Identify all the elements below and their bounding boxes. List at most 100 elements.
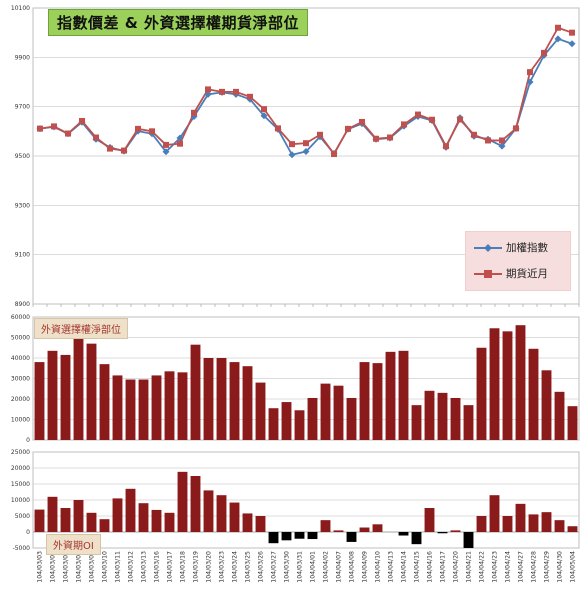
- x-axis-date-label: 104/04/10: [375, 551, 382, 583]
- net-position-bar: [216, 358, 227, 440]
- net-position-bar: [177, 372, 188, 440]
- oi-bar: [372, 524, 383, 532]
- futures-point: [569, 29, 575, 36]
- net-position-bar: [489, 328, 500, 440]
- x-axis-date-label: 104/04/17: [440, 551, 447, 583]
- futures-point: [527, 69, 533, 76]
- oi-bar: [437, 532, 448, 534]
- net-position-bar: [99, 364, 110, 440]
- x-axis-date-label: 104/03/27: [271, 551, 278, 583]
- net-position-bar: [437, 392, 448, 440]
- x-axis-date-label: 104/03/11: [115, 551, 122, 583]
- oi-bar: [489, 495, 500, 532]
- x-axis-date-label: 104/03/23: [219, 551, 226, 583]
- net-position-bar: [476, 347, 487, 440]
- x-axis-date-label: 104/03/24: [232, 551, 239, 583]
- oi-bar: [476, 516, 487, 532]
- futures-point: [275, 125, 281, 132]
- x-axis-date-label: 104/03/09: [89, 551, 96, 583]
- net-position-bar: [541, 370, 552, 440]
- x-axis-date-label: 104/04/01: [310, 551, 317, 583]
- oi-bar: [411, 532, 422, 545]
- net-position-bar: [307, 397, 318, 440]
- futures-point: [205, 86, 211, 93]
- oi-bar: [203, 490, 214, 532]
- oi-bar: [398, 532, 409, 536]
- x-axis-date-label: 104/03/30: [284, 551, 291, 583]
- index-point: [554, 35, 562, 43]
- futures-point: [303, 140, 309, 147]
- x-axis-date-label: 104/05/04: [570, 551, 577, 583]
- line-y-tick-label: 9900: [15, 54, 30, 61]
- net-position-bar: [528, 348, 539, 440]
- futures-point: [121, 147, 127, 154]
- net-position-bar: [359, 362, 370, 440]
- index-point: [498, 142, 506, 150]
- net-position-bar: [333, 385, 344, 440]
- futures-point: [247, 93, 253, 100]
- net-position-bar: [164, 371, 175, 440]
- net-position-bar: [190, 344, 201, 440]
- net-position-bar: [138, 379, 149, 440]
- x-axis-date-label: 104/04/14: [401, 551, 408, 583]
- x-axis-date-label: 104/03/16: [154, 551, 161, 583]
- oi-bar: [359, 527, 370, 532]
- oi-bar: [515, 503, 526, 532]
- x-axis-date-label: 104/04/21: [466, 551, 473, 583]
- futures-point: [373, 135, 379, 142]
- oi-bar: [255, 516, 266, 532]
- futures-point: [107, 145, 113, 152]
- futures-point: [65, 130, 71, 137]
- x-axis-date-label: 104/03/05: [63, 551, 70, 583]
- net-y-tick-label: 50000: [11, 335, 30, 342]
- net-position-bar: [398, 350, 409, 440]
- futures-point: [93, 134, 99, 141]
- net-position-bar: [567, 406, 578, 440]
- x-axis-date-label: 104/03/03: [37, 551, 44, 583]
- oi-bar: [424, 508, 435, 532]
- oi-y-tick-label: 0: [26, 529, 30, 536]
- oi-bar: [541, 512, 552, 532]
- x-axis-date-label: 104/04/15: [414, 551, 421, 583]
- net-position-bar: [346, 397, 357, 440]
- oi-bar: [242, 513, 253, 532]
- oi-y-tick-label: 20000: [11, 465, 30, 472]
- oi-y-tick-label: 15000: [11, 481, 30, 488]
- futures-point: [37, 125, 43, 132]
- net-position-bar: [463, 405, 474, 440]
- futures-point: [429, 116, 435, 123]
- oi-bar: [450, 530, 461, 532]
- oi-bar: [47, 496, 58, 532]
- net-position-bar: [268, 408, 279, 440]
- oi-bar: [281, 532, 292, 541]
- line-y-tick-label: 9100: [15, 252, 30, 259]
- x-axis-date-label: 104/04/07: [336, 551, 343, 583]
- oi-bar: [177, 471, 188, 532]
- futures-point: [219, 88, 225, 95]
- x-axis-date-label: 104/04/24: [505, 551, 512, 583]
- x-axis-date-label: 104/03/18: [180, 551, 187, 583]
- futures-point: [233, 88, 239, 95]
- index-point: [162, 148, 170, 156]
- x-axis-date-label: 104/04/13: [388, 551, 395, 583]
- futures-point: [317, 131, 323, 138]
- futures-point: [289, 141, 295, 148]
- index-point: [260, 112, 268, 120]
- oi-bar: [502, 516, 513, 532]
- oi-bar: [528, 514, 539, 532]
- oi-bar: [60, 508, 71, 532]
- x-axis-date-label: 104/03/25: [245, 551, 252, 583]
- futures-point: [443, 143, 449, 150]
- x-axis-date-label: 104/03/12: [128, 551, 135, 583]
- oi-bar: [86, 512, 97, 532]
- futures-point: [163, 141, 169, 148]
- net-position-bar: [424, 390, 435, 440]
- futures-point: [345, 125, 351, 132]
- index-point: [526, 78, 534, 86]
- net-position-bar: [34, 362, 45, 440]
- x-axis-date-label: 104/04/20: [453, 551, 460, 583]
- oi-bar: [294, 532, 305, 539]
- futures-point: [485, 137, 491, 144]
- net-position-bar: [281, 402, 292, 440]
